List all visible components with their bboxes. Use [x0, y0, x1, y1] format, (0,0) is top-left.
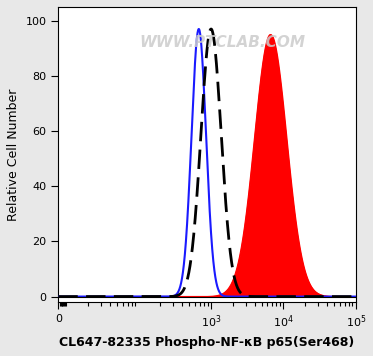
Y-axis label: Relative Cell Number: Relative Cell Number — [7, 88, 20, 221]
X-axis label: CL647-82335 Phospho-NF-κB p65(Ser468): CL647-82335 Phospho-NF-κB p65(Ser468) — [59, 336, 355, 349]
Text: WWW.PTCLAB.COM: WWW.PTCLAB.COM — [139, 35, 305, 50]
